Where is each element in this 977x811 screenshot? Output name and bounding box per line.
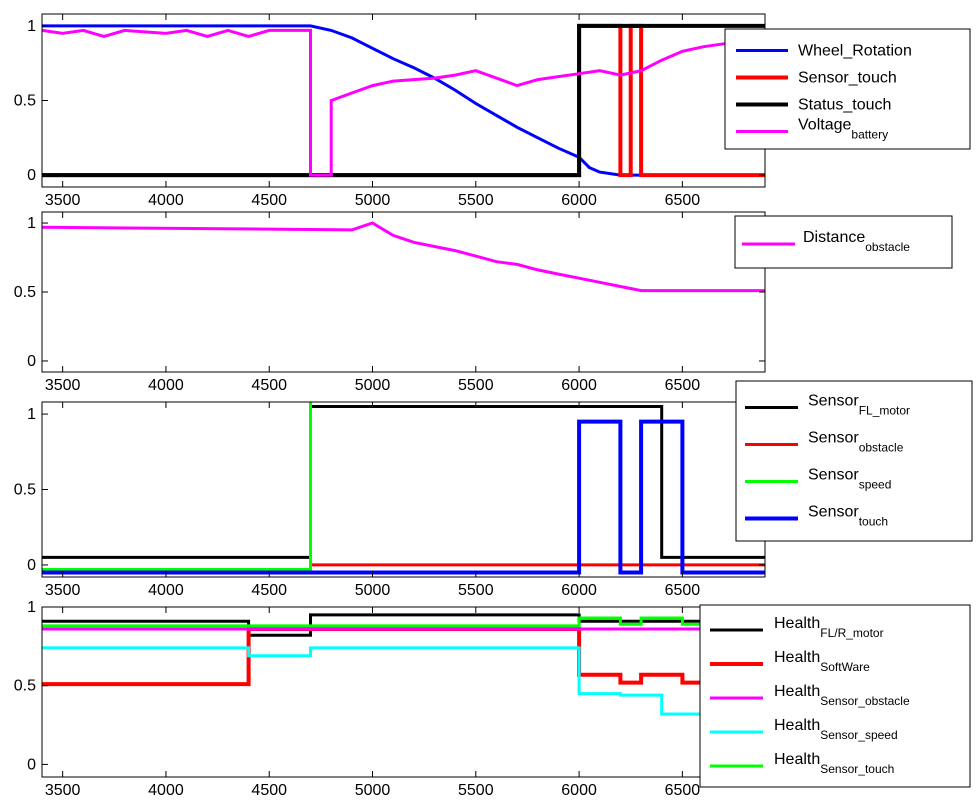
x-tick-label: 6500	[665, 192, 701, 209]
series-line-sensor-touch	[42, 419, 765, 575]
y-tick-label: 0.5	[14, 482, 36, 499]
series-line-health-software	[42, 627, 765, 687]
legend-label: HealthSensor_touch	[774, 751, 894, 776]
legend-label: Distanceobstacle	[803, 229, 910, 254]
legend-box	[734, 215, 953, 269]
legend-box	[699, 604, 971, 788]
x-tick-label: 4000	[148, 192, 184, 209]
x-tick-label: 3500	[45, 782, 81, 799]
x-tick-label: 5500	[458, 192, 494, 209]
x-tick-label: 6000	[561, 192, 597, 209]
plot-area	[42, 14, 765, 187]
y-tick-label: 0	[27, 557, 36, 574]
series-line-distance-obstacle	[42, 221, 765, 293]
y-tick-label: 0.5	[14, 93, 36, 110]
plot-area	[42, 402, 765, 577]
legend-label: HealthSensor_obstacle	[774, 683, 910, 708]
y-tick-label: 0.5	[14, 284, 36, 301]
legend-label: HealthSoftWare	[774, 649, 870, 674]
x-tick-label: 6500	[665, 582, 701, 599]
legend-label: SensorFL_motor	[808, 393, 910, 418]
y-tick-label: 0	[27, 167, 36, 184]
x-tick-label: 5500	[458, 582, 494, 599]
y-tick-label: 1	[27, 215, 36, 232]
x-tick-label: 3500	[45, 582, 81, 599]
series-line-wheel-rotation	[42, 24, 765, 177]
x-tick-label: 4000	[148, 782, 184, 799]
x-tick-label: 5500	[458, 782, 494, 799]
legend-label: HealthSensor_speed	[774, 717, 898, 742]
x-tick-label: 5500	[458, 377, 494, 394]
x-tick-label: 5000	[355, 582, 391, 599]
legend-label: Sensorspeed	[808, 467, 891, 492]
x-tick-label: 4000	[148, 582, 184, 599]
subplot-3: 3500 4000 4500 5000 5500 6000 6500 0 0.5 1	[14, 401, 766, 599]
legend-label: Status_touch	[798, 97, 891, 114]
x-tick-label: 6000	[561, 582, 597, 599]
legend-label: Sensor_touch	[798, 70, 897, 87]
legend: SensorFL_motor Sensorobstacle Sensorspeed S…	[735, 380, 973, 542]
x-tick-label: 6000	[561, 377, 597, 394]
subplot-4: 3500 4000 4500 5000 5500 6000 6500 0 0.5 1	[14, 599, 766, 799]
legend-label: Wheel_Rotation	[798, 43, 912, 60]
y-tick-label: 0.5	[14, 678, 36, 695]
legend: Distanceobstacle	[734, 215, 953, 269]
y-tick-label: 1	[27, 599, 36, 616]
x-tick-label: 6500	[665, 782, 701, 799]
legend: Wheel_Rotation Sensor_touch Status_touch Vo…	[724, 28, 971, 150]
x-tick-label: 5000	[355, 377, 391, 394]
x-tick-label: 5000	[355, 782, 391, 799]
x-tick-label: 4500	[251, 782, 287, 799]
legend-label: Sensorobstacle	[808, 430, 904, 455]
legend-label: Sensortouch	[808, 504, 888, 529]
subplot-1: 3500 4000 4500 5000 5500 6000 6500 0 0.5 1	[14, 13, 766, 209]
x-tick-label: 6500	[665, 377, 701, 394]
subplot-2: 3500 4000 4500 5000 5500 6000 6500 0 0.5 1	[14, 211, 766, 394]
legend: HealthFL/R_motor HealthSoftWare HealthSens…	[699, 604, 971, 788]
series-line-sensor-fl-motor	[42, 405, 765, 559]
y-tick-label: 0	[27, 756, 36, 773]
legend-label: HealthFL/R_motor	[774, 615, 884, 640]
x-tick-label: 4500	[251, 377, 287, 394]
x-tick-label: 3500	[45, 192, 81, 209]
x-tick-label: 4500	[251, 582, 287, 599]
y-tick-label: 1	[27, 18, 36, 35]
x-tick-label: 3500	[45, 377, 81, 394]
series-line-voltage-battery	[42, 28, 765, 177]
x-tick-label: 6000	[561, 782, 597, 799]
x-tick-label: 4000	[148, 377, 184, 394]
series-line-sensor-speed	[42, 402, 312, 571]
y-tick-label: 1	[27, 406, 36, 423]
plot-area	[42, 607, 765, 777]
series-line-health-sensor-speed	[42, 646, 765, 716]
x-tick-label: 5000	[355, 192, 391, 209]
x-tick-label: 4500	[251, 192, 287, 209]
y-tick-label: 0	[27, 353, 36, 370]
legend-label: Voltagebattery	[798, 117, 888, 142]
series-line-health-sensor-touch	[42, 616, 765, 628]
